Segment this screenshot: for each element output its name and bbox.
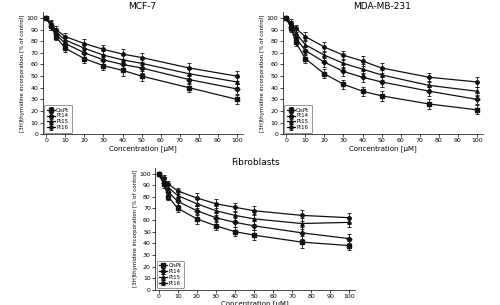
Title: MDA-MB-231: MDA-MB-231: [354, 2, 412, 11]
Legend: CisPt, Pt14, Pt15, Pt16: CisPt, Pt14, Pt15, Pt16: [156, 260, 184, 288]
Y-axis label: [3H]thymidine incorporation [% of control]: [3H]thymidine incorporation [% of contro…: [20, 15, 25, 132]
Title: Fibroblasts: Fibroblasts: [230, 158, 280, 167]
X-axis label: Concentration [μM]: Concentration [μM]: [348, 145, 416, 152]
Y-axis label: [3H]thymidine incorporation [% of control]: [3H]thymidine incorporation [% of contro…: [133, 170, 138, 287]
X-axis label: Concentration [μM]: Concentration [μM]: [108, 145, 176, 152]
Legend: CisPt, Pt14, Pt15, Pt16: CisPt, Pt14, Pt15, Pt16: [44, 105, 72, 133]
Title: MCF-7: MCF-7: [128, 2, 156, 11]
X-axis label: Concentration [μM]: Concentration [μM]: [221, 300, 289, 305]
Legend: CisPt, Pt14, Pt15, Pt16: CisPt, Pt14, Pt15, Pt16: [284, 105, 312, 133]
Y-axis label: [3H]thymidine incorporation [% of control]: [3H]thymidine incorporation [% of contro…: [260, 15, 266, 132]
